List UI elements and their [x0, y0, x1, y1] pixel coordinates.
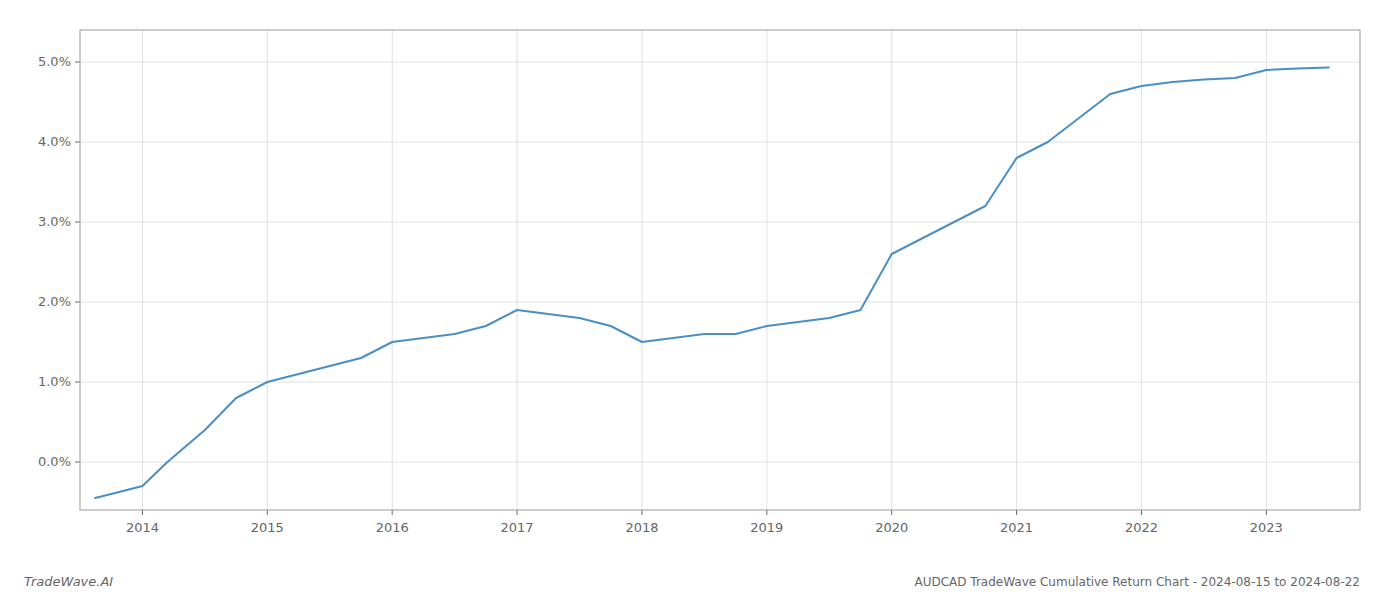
x-grid-line	[1016, 30, 1017, 510]
watermark: TradeWave.AI	[24, 574, 113, 589]
y-tick	[75, 222, 80, 223]
x-tick-label: 2020	[875, 520, 908, 535]
x-grid-line	[142, 30, 143, 510]
x-tick	[1266, 510, 1267, 515]
title: AUDCAD TradeWave Cumulative Return Chart…	[914, 575, 1360, 589]
x-tick-label: 2015	[251, 520, 284, 535]
x-tick-label: 2022	[1125, 520, 1158, 535]
x-tick	[267, 510, 268, 515]
y-tick	[75, 62, 80, 63]
x-grid-line	[267, 30, 268, 510]
axes: 0.0% 1.0% 2.0% 3.0% 4.0% 5.0% 2014 2015 2016 2017…	[38, 30, 1360, 535]
x-grid-line	[1141, 30, 1142, 510]
y-tick-label: 3.0%	[38, 214, 71, 229]
x-tick-label: 2019	[750, 520, 783, 535]
x-tick-label: 2016	[376, 520, 409, 535]
x-grid-line	[517, 30, 518, 510]
y-tick-label: 0.0%	[38, 454, 71, 469]
plot-frame	[80, 30, 1360, 510]
x-tick-label: 2023	[1250, 520, 1283, 535]
y-grid-line	[80, 222, 1360, 223]
y-tick	[75, 302, 80, 303]
y-grid-line	[80, 62, 1360, 63]
x-tick	[392, 510, 393, 515]
y-tick-label: 5.0%	[38, 54, 71, 69]
y-grid-line	[80, 142, 1360, 143]
y-tick-label: 4.0%	[38, 134, 71, 149]
x-tick-label: 2014	[126, 520, 159, 535]
x-tick	[1016, 510, 1017, 515]
y-tick-label: 1.0%	[38, 374, 71, 389]
x-grid-line	[891, 30, 892, 510]
x-grid-line	[392, 30, 393, 510]
y-tick	[75, 382, 80, 383]
x-tick	[641, 510, 642, 515]
x-tick	[142, 510, 143, 515]
x-grid-line	[766, 30, 767, 510]
chart: 0.0% 1.0% 2.0% 3.0% 4.0% 5.0% 2014 2015 2016 2017…	[0, 0, 1400, 600]
x-tick	[517, 510, 518, 515]
x-grid-line	[1266, 30, 1267, 510]
y-tick-label: 2.0%	[38, 294, 71, 309]
y-tick	[75, 462, 80, 463]
series	[95, 68, 1329, 498]
x-tick	[1141, 510, 1142, 515]
x-tick	[891, 510, 892, 515]
x-tick-label: 2018	[625, 520, 658, 535]
x-grid-line	[641, 30, 642, 510]
x-tick	[766, 510, 767, 515]
y-grid-line	[80, 462, 1360, 463]
y-tick	[75, 142, 80, 143]
cumulative-return-line	[95, 68, 1329, 498]
y-grid-line	[80, 302, 1360, 303]
grid	[80, 30, 1360, 510]
x-tick-label: 2017	[501, 520, 534, 535]
x-tick-label: 2021	[1000, 520, 1033, 535]
